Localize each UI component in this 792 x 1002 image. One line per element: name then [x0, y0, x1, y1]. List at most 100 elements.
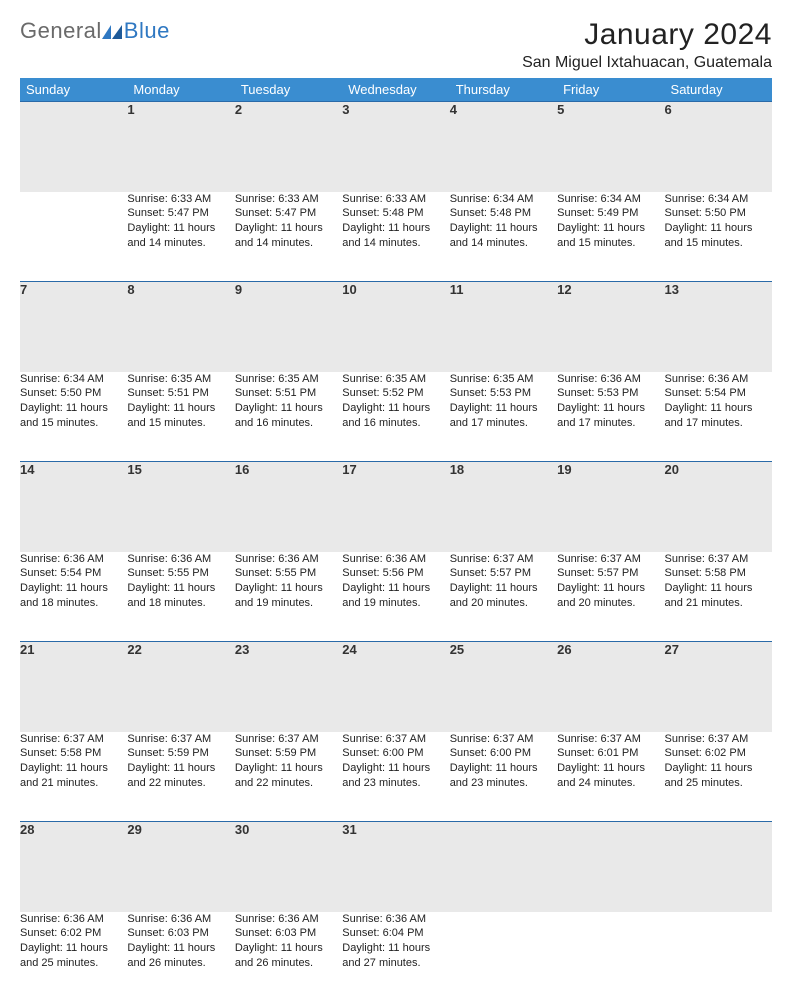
day-data-cell: Sunrise: 6:37 AMSunset: 6:02 PMDaylight:…	[665, 732, 772, 822]
daylight-text: and 20 minutes.	[450, 596, 557, 611]
daylight-text: and 25 minutes.	[20, 956, 127, 971]
daylight-text: and 14 minutes.	[342, 236, 449, 251]
day-data-cell	[20, 192, 127, 282]
daylight-text: Daylight: 11 hours	[235, 221, 342, 236]
sail-icon	[102, 25, 122, 39]
sunset-text: Sunset: 5:58 PM	[665, 566, 772, 581]
daylight-text: and 23 minutes.	[450, 776, 557, 791]
day-number-cell: 22	[127, 642, 234, 732]
daylight-text: Daylight: 11 hours	[127, 401, 234, 416]
day-data-row: Sunrise: 6:36 AMSunset: 5:54 PMDaylight:…	[20, 552, 772, 642]
day-data-cell: Sunrise: 6:36 AMSunset: 5:55 PMDaylight:…	[127, 552, 234, 642]
day-number-cell: 20	[665, 462, 772, 552]
daylight-text: Daylight: 11 hours	[450, 221, 557, 236]
daylight-text: Daylight: 11 hours	[665, 581, 772, 596]
weekday-header: Friday	[557, 78, 664, 102]
sunset-text: Sunset: 6:00 PM	[450, 746, 557, 761]
day-data-row: Sunrise: 6:34 AMSunset: 5:50 PMDaylight:…	[20, 372, 772, 462]
daylight-text: Daylight: 11 hours	[235, 941, 342, 956]
sunset-text: Sunset: 5:55 PM	[235, 566, 342, 581]
daylight-text: and 15 minutes.	[127, 416, 234, 431]
sunset-text: Sunset: 5:50 PM	[665, 206, 772, 221]
day-number-row: 28293031	[20, 822, 772, 912]
day-number-cell: 21	[20, 642, 127, 732]
daylight-text: and 19 minutes.	[342, 596, 449, 611]
day-number-cell: 5	[557, 102, 664, 192]
sunrise-text: Sunrise: 6:36 AM	[127, 912, 234, 927]
day-data-cell: Sunrise: 6:36 AMSunset: 5:53 PMDaylight:…	[557, 372, 664, 462]
day-number-cell: 23	[235, 642, 342, 732]
daylight-text: and 21 minutes.	[20, 776, 127, 791]
day-data-cell: Sunrise: 6:37 AMSunset: 5:59 PMDaylight:…	[235, 732, 342, 822]
day-data-cell: Sunrise: 6:34 AMSunset: 5:48 PMDaylight:…	[450, 192, 557, 282]
sunrise-text: Sunrise: 6:37 AM	[342, 732, 449, 747]
sunrise-text: Sunrise: 6:37 AM	[235, 732, 342, 747]
sunrise-text: Sunrise: 6:34 AM	[450, 192, 557, 207]
day-data-cell: Sunrise: 6:36 AMSunset: 6:04 PMDaylight:…	[342, 912, 449, 1002]
sunset-text: Sunset: 5:54 PM	[20, 566, 127, 581]
day-data-cell: Sunrise: 6:37 AMSunset: 5:58 PMDaylight:…	[20, 732, 127, 822]
daylight-text: Daylight: 11 hours	[342, 761, 449, 776]
sunrise-text: Sunrise: 6:33 AM	[342, 192, 449, 207]
daylight-text: and 15 minutes.	[557, 236, 664, 251]
daylight-text: and 21 minutes.	[665, 596, 772, 611]
day-number-cell: 8	[127, 282, 234, 372]
day-data-cell: Sunrise: 6:33 AMSunset: 5:47 PMDaylight:…	[127, 192, 234, 282]
sunset-text: Sunset: 6:01 PM	[557, 746, 664, 761]
month-title: January 2024	[522, 18, 772, 52]
sunrise-text: Sunrise: 6:37 AM	[557, 732, 664, 747]
sunrise-text: Sunrise: 6:37 AM	[665, 732, 772, 747]
calendar-header-row: Sunday Monday Tuesday Wednesday Thursday…	[20, 78, 772, 102]
day-number-cell: 31	[342, 822, 449, 912]
daylight-text: Daylight: 11 hours	[342, 221, 449, 236]
day-data-cell: Sunrise: 6:36 AMSunset: 6:03 PMDaylight:…	[127, 912, 234, 1002]
sunset-text: Sunset: 5:59 PM	[235, 746, 342, 761]
daylight-text: Daylight: 11 hours	[20, 761, 127, 776]
day-data-cell: Sunrise: 6:35 AMSunset: 5:53 PMDaylight:…	[450, 372, 557, 462]
day-number-cell: 29	[127, 822, 234, 912]
day-number-cell	[557, 822, 664, 912]
day-number-cell: 4	[450, 102, 557, 192]
sunrise-text: Sunrise: 6:33 AM	[127, 192, 234, 207]
day-number-row: 78910111213	[20, 282, 772, 372]
daylight-text: Daylight: 11 hours	[127, 941, 234, 956]
day-data-cell: Sunrise: 6:37 AMSunset: 5:58 PMDaylight:…	[665, 552, 772, 642]
day-data-row: Sunrise: 6:33 AMSunset: 5:47 PMDaylight:…	[20, 192, 772, 282]
day-data-cell: Sunrise: 6:37 AMSunset: 6:01 PMDaylight:…	[557, 732, 664, 822]
day-data-cell: Sunrise: 6:33 AMSunset: 5:48 PMDaylight:…	[342, 192, 449, 282]
daylight-text: and 24 minutes.	[557, 776, 664, 791]
sunrise-text: Sunrise: 6:37 AM	[450, 732, 557, 747]
daylight-text: Daylight: 11 hours	[557, 581, 664, 596]
daylight-text: and 26 minutes.	[127, 956, 234, 971]
day-number-cell: 1	[127, 102, 234, 192]
sunrise-text: Sunrise: 6:36 AM	[342, 912, 449, 927]
day-number-cell: 17	[342, 462, 449, 552]
day-data-row: Sunrise: 6:36 AMSunset: 6:02 PMDaylight:…	[20, 912, 772, 1002]
day-data-cell: Sunrise: 6:36 AMSunset: 5:56 PMDaylight:…	[342, 552, 449, 642]
day-data-cell	[450, 912, 557, 1002]
day-data-cell: Sunrise: 6:36 AMSunset: 5:54 PMDaylight:…	[20, 552, 127, 642]
logo: General Blue	[20, 18, 170, 44]
day-data-cell	[665, 912, 772, 1002]
daylight-text: Daylight: 11 hours	[450, 401, 557, 416]
daylight-text: and 19 minutes.	[235, 596, 342, 611]
daylight-text: Daylight: 11 hours	[665, 761, 772, 776]
daylight-text: Daylight: 11 hours	[235, 401, 342, 416]
daylight-text: Daylight: 11 hours	[557, 221, 664, 236]
sunrise-text: Sunrise: 6:34 AM	[557, 192, 664, 207]
sunrise-text: Sunrise: 6:36 AM	[235, 912, 342, 927]
day-data-cell	[557, 912, 664, 1002]
logo-text-general: General	[20, 18, 102, 44]
weekday-header: Sunday	[20, 78, 127, 102]
sunrise-text: Sunrise: 6:34 AM	[665, 192, 772, 207]
daylight-text: Daylight: 11 hours	[20, 941, 127, 956]
day-number-cell	[450, 822, 557, 912]
daylight-text: Daylight: 11 hours	[557, 401, 664, 416]
sunset-text: Sunset: 5:56 PM	[342, 566, 449, 581]
daylight-text: Daylight: 11 hours	[342, 941, 449, 956]
day-number-cell: 27	[665, 642, 772, 732]
day-number-cell: 26	[557, 642, 664, 732]
daylight-text: and 23 minutes.	[342, 776, 449, 791]
sunrise-text: Sunrise: 6:34 AM	[20, 372, 127, 387]
daylight-text: Daylight: 11 hours	[450, 761, 557, 776]
